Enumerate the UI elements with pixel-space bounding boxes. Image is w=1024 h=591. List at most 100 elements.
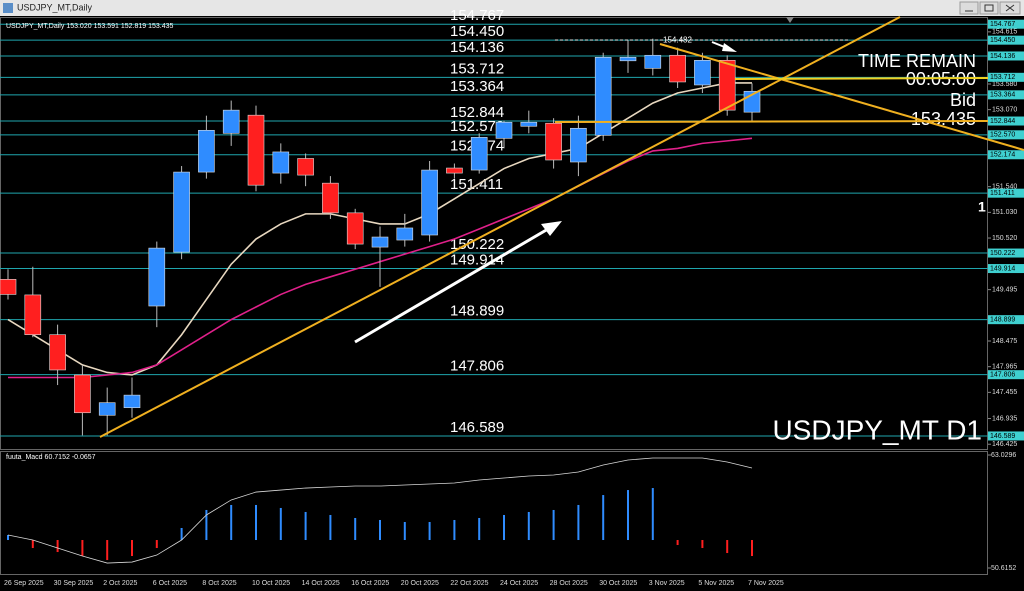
level-tag-label: 154.450: [990, 37, 1015, 44]
x-tick-label: 28 Oct 2025: [550, 580, 588, 587]
candle-body: [98, 402, 116, 416]
macd-line: [7, 457, 753, 564]
candle-body: [421, 169, 438, 236]
level-tag-label: 152.570: [990, 132, 1015, 139]
window-icon: [3, 3, 13, 13]
x-tick-label: 30 Sep 2025: [54, 580, 94, 587]
x-tick-label: 26 Sep 2025: [4, 580, 44, 587]
histogram-bar: [379, 519, 381, 541]
candle-body: [148, 247, 166, 307]
histogram-bar: [329, 514, 332, 541]
level-tag: [988, 264, 1024, 274]
maximize-glyph: [984, 4, 994, 12]
candle-body: [123, 394, 141, 409]
level-tag-label: 153.364: [990, 92, 1015, 99]
histogram-bar: [131, 540, 133, 557]
horizontal-line: [734, 77, 989, 80]
level-label: 152.570: [450, 118, 504, 135]
level-tag: [988, 116, 1024, 126]
histogram-bar: [478, 517, 481, 541]
header-value: 153.020: [66, 23, 91, 30]
candle-body: [322, 182, 339, 214]
x-tick-label: 2 Oct 2025: [103, 580, 137, 587]
level-tag-label: 146.589: [990, 433, 1015, 440]
level-label: 154.136: [450, 39, 504, 56]
level-tag: [988, 370, 1024, 380]
histogram-bar: [230, 504, 233, 541]
candle-body: [470, 137, 488, 171]
level-tag-label: 152.844: [990, 118, 1015, 125]
arrow-head: [722, 43, 737, 52]
time-remain-label: TIME REMAIN: [858, 51, 976, 71]
x-tick-label: 24 Oct 2025: [500, 580, 538, 587]
bid-value: 153.435: [911, 109, 976, 129]
macd-title: fuuta_Macd: [6, 454, 43, 461]
histogram-bar: [751, 540, 753, 557]
trend-line: [99, 16, 901, 438]
candle-body: [396, 227, 414, 241]
histogram-bar: [106, 540, 109, 561]
level-tag-label: 154.136: [990, 53, 1015, 60]
candle-body: [594, 56, 612, 136]
level-tag-label: 151.411: [990, 190, 1015, 197]
level-label: 153.712: [450, 60, 504, 77]
sub-frame: [0, 451, 988, 575]
candle-body: [718, 60, 736, 111]
maximize-button[interactable]: [979, 1, 999, 15]
x-tick-label: 16 Oct 2025: [351, 580, 389, 587]
histogram-bar: [701, 540, 704, 549]
level-label: 147.806: [450, 358, 504, 375]
candle-body: [520, 121, 538, 127]
level-tag-label: 149.914: [990, 265, 1015, 272]
y-tick-label: 146.935: [992, 415, 1017, 422]
trend-line: [659, 43, 1024, 151]
horizontal-line: [554, 120, 989, 123]
histogram-bar: [602, 495, 605, 541]
header-value: 153.435: [148, 23, 173, 30]
candle-body: [446, 167, 463, 174]
x-tick-label: 3 Nov 2025: [649, 580, 685, 587]
x-tick-label: 10 Oct 2025: [252, 580, 290, 587]
level-tag: [988, 35, 1024, 45]
x-tick-label: 20 Oct 2025: [401, 580, 439, 587]
level-tag-label: 153.712: [990, 74, 1015, 81]
level-tag: [988, 51, 1024, 61]
candle-body: [619, 56, 637, 62]
histogram-bar: [453, 519, 456, 541]
minimize-button[interactable]: [959, 1, 979, 15]
level-tag: [988, 72, 1024, 82]
macd-header: fuuta_Macd 60.7152 -0.0657: [6, 454, 96, 461]
level-tag: [988, 188, 1024, 198]
histogram-bar: [31, 540, 34, 549]
histogram-bar: [726, 540, 729, 554]
y-tick-label: 149.495: [992, 286, 1017, 293]
candle-body: [74, 374, 91, 414]
y-tick-label: 147.455: [992, 389, 1017, 396]
candle-body: [570, 127, 587, 163]
level-tag: [988, 90, 1024, 100]
y-tick-label: 150.520: [992, 235, 1017, 242]
x-tick-label: 5 Nov 2025: [698, 580, 734, 587]
chart-title: USDJPY_MT,Daily: [6, 23, 65, 30]
candle-body: [272, 151, 290, 174]
candle-body: [24, 294, 42, 336]
histogram-bar: [627, 490, 629, 541]
main-frame: [0, 17, 988, 450]
level-label: 153.364: [450, 78, 504, 95]
histogram-bar: [676, 540, 679, 546]
window-buttons[interactable]: [959, 1, 1021, 15]
level-tag: [988, 315, 1024, 325]
x-tick-label: 6 Oct 2025: [153, 580, 187, 587]
level-label: 148.899: [450, 303, 504, 320]
shift-marker: [786, 17, 794, 23]
candle-body: [545, 122, 562, 161]
candle-body: [694, 60, 711, 86]
macd-value: -0.0657: [72, 454, 96, 461]
price-panel: 154.615 153.580 153.070 151.540 151.030 150.5…: [0, 7, 1024, 587]
histogram-bar: [180, 527, 183, 541]
level-tag: [988, 150, 1024, 160]
histogram-bar: [7, 535, 9, 541]
candle-body: [198, 129, 215, 173]
macd-panel: 63.0296 50.6152 fuuta_Macd 60.7152 -0.0657: [6, 452, 1016, 572]
